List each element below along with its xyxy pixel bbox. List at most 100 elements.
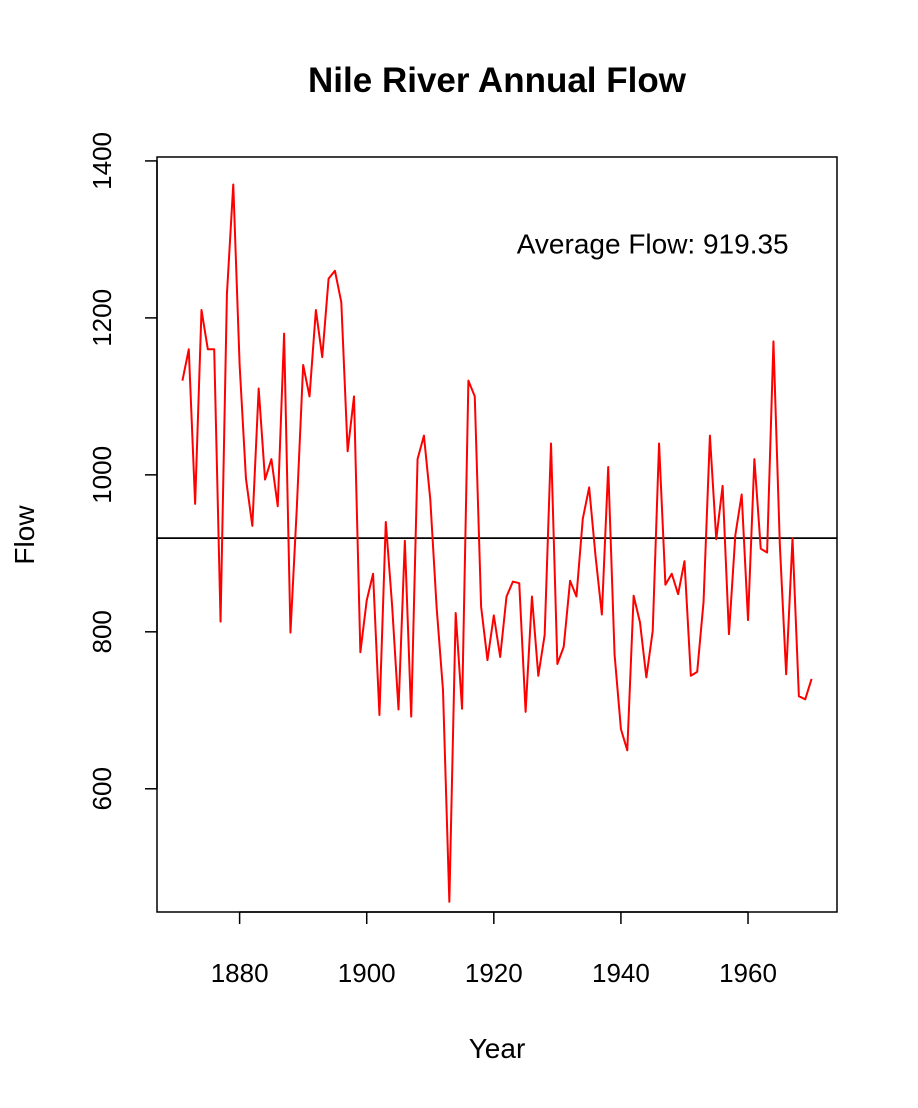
flow-data-point (563, 646, 565, 648)
flow-data-point (461, 708, 463, 710)
flow-data-point (811, 678, 813, 680)
flow-data-point (315, 309, 317, 311)
flow-data-point (525, 711, 527, 713)
flow-data-point (245, 478, 247, 480)
flow-data-point (283, 333, 285, 335)
flow-data-point (353, 395, 355, 397)
flow-data-point (683, 560, 685, 562)
flow-data-point (614, 654, 616, 656)
flow-data-point (556, 663, 558, 665)
flow-data-point (709, 435, 711, 437)
flow-data-point (645, 676, 647, 678)
flow-series-line (181, 183, 813, 903)
flow-data-point (474, 395, 476, 397)
flow-data-point (188, 348, 190, 350)
flow-data-point (588, 486, 590, 488)
flow-data-point (703, 601, 705, 603)
flow-data-point (467, 380, 469, 382)
flow-data-point (448, 901, 450, 903)
flow-data-point (220, 621, 222, 623)
flow-data-point (270, 458, 272, 460)
flow-data-point (753, 458, 755, 460)
flow-data-point (499, 656, 501, 658)
flow-data-point (537, 675, 539, 677)
flow-data-point (455, 612, 457, 614)
flow-data-point (359, 651, 361, 653)
flow-data-point (429, 498, 431, 500)
flow-data-point (436, 606, 438, 608)
flow-data-point (512, 581, 514, 583)
flow-data-point (741, 493, 743, 495)
flow-data-point (404, 540, 406, 542)
y-axis: 600 800 1000 1200 1400 (87, 132, 158, 810)
flow-data-point (760, 548, 762, 550)
y-tick-label: 1400 (87, 132, 117, 190)
flow-data-point (671, 573, 673, 575)
flow-data-point (296, 507, 298, 509)
flow-data-point (531, 596, 533, 598)
flow-data-point (264, 479, 266, 481)
flow-data-point (302, 364, 304, 366)
flow-data-point (772, 340, 774, 342)
flow-data-point (226, 293, 228, 295)
flow-data-point (601, 614, 603, 616)
flow-data-point (213, 348, 215, 350)
flow-data-point (378, 714, 380, 716)
flow-data-point (779, 543, 781, 545)
flow-data-point (804, 698, 806, 700)
flow-data-point (309, 395, 311, 397)
flow-data-point (715, 538, 717, 540)
flow-data-point (181, 380, 183, 382)
x-axis: 1880 1900 1920 1940 1960 (211, 911, 777, 988)
flow-data-point (480, 606, 482, 608)
flow-data-point (340, 301, 342, 303)
flow-data-point (652, 630, 654, 632)
flow-data-point (582, 518, 584, 520)
flow-data-point (607, 466, 609, 468)
flow-data-point (792, 537, 794, 539)
flow-data-point (506, 596, 508, 598)
flow-data-point (734, 534, 736, 536)
flow-data-point (321, 356, 323, 358)
flow-data-point (207, 348, 209, 350)
flow-data-point (366, 599, 368, 601)
flow-data-point (239, 364, 241, 366)
flow-data-point (569, 580, 571, 582)
flow-data-point (397, 709, 399, 711)
flow-data-point (486, 659, 488, 661)
flow-data-point (385, 521, 387, 523)
flow-data-point (633, 595, 635, 597)
flow-data-point (391, 605, 393, 607)
flow-data-point (722, 485, 724, 487)
flow-data-point (550, 442, 552, 444)
flow-data-point (251, 525, 253, 527)
flow-data-point (798, 695, 800, 697)
flow-data-point (289, 632, 291, 634)
flow-data-point (690, 675, 692, 677)
y-tick-label: 1000 (87, 446, 117, 504)
flow-data-point (518, 582, 520, 584)
flow-data-point (232, 183, 234, 185)
x-tick-label: 1900 (338, 958, 396, 988)
flow-series-points (181, 183, 812, 902)
flow-data-point (194, 503, 196, 505)
y-tick-label: 1200 (87, 289, 117, 347)
flow-data-point (575, 596, 577, 598)
flow-data-point (658, 442, 660, 444)
flow-data-point (626, 749, 628, 751)
flow-data-point (258, 388, 260, 390)
flow-data-point (442, 689, 444, 691)
flow-data-point (747, 619, 749, 621)
x-tick-label: 1880 (211, 958, 269, 988)
flow-data-point (200, 309, 202, 311)
x-axis-label: Year (469, 1033, 526, 1064)
x-tick-label: 1960 (719, 958, 777, 988)
flow-data-point (696, 671, 698, 673)
flow-data-point (728, 633, 730, 635)
flow-data-point (595, 555, 597, 557)
x-tick-label: 1920 (465, 958, 523, 988)
flow-data-point (277, 505, 279, 507)
flow-data-point (328, 278, 330, 280)
y-tick-label: 800 (87, 610, 117, 653)
